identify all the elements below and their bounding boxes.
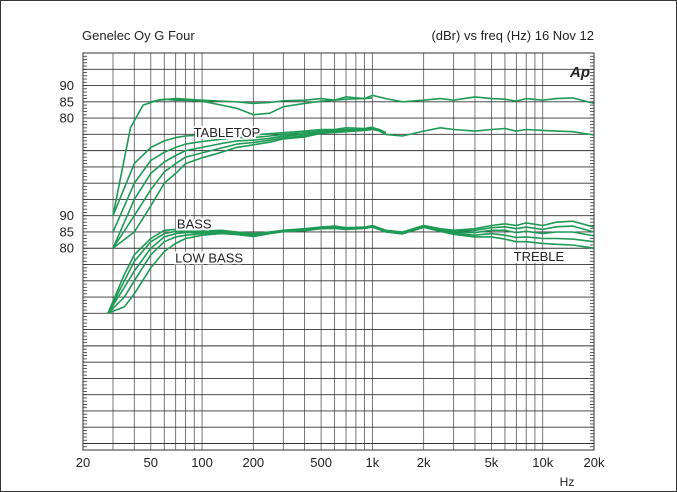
y-tick-label: 90 bbox=[60, 78, 74, 93]
plot-grid bbox=[83, 53, 594, 450]
response-curve bbox=[107, 226, 595, 315]
y-tick-label: 85 bbox=[60, 224, 74, 239]
curve-annotations: TABLETOP BASS LOW BASS TREBLE bbox=[173, 123, 566, 267]
response-curve bbox=[112, 126, 595, 217]
response-curve bbox=[112, 128, 387, 249]
x-tick-label: 10k bbox=[532, 455, 553, 470]
x-tick-label: 20 bbox=[76, 455, 90, 470]
y-tick-label: 80 bbox=[60, 241, 74, 256]
plot-area-border bbox=[82, 52, 595, 451]
curve-annotation: LOW BASS bbox=[175, 251, 243, 266]
y-tick-label: 85 bbox=[60, 94, 74, 109]
x-tick-labels: 20 50 100 200 500 1k 2k 5k 10k 20k bbox=[76, 455, 605, 470]
ap-logo: Ap bbox=[569, 64, 590, 81]
x-tick-label: 20k bbox=[584, 455, 605, 470]
response-curve bbox=[150, 97, 373, 116]
chart-title-right: (dBr) vs freq (Hz) 16 Nov 12 bbox=[431, 28, 594, 43]
y-tick-label: 90 bbox=[60, 208, 74, 223]
x-tick-label: 2k bbox=[417, 455, 431, 470]
x-tick-label: 500 bbox=[310, 455, 332, 470]
x-tick-label: 5k bbox=[485, 455, 499, 470]
curve-annotation: TREBLE bbox=[514, 249, 565, 264]
curve-annotation: TABLETOP bbox=[194, 125, 261, 140]
x-tick-label: 100 bbox=[191, 455, 213, 470]
x-tick-label: 50 bbox=[144, 455, 158, 470]
x-axis-label: Hz bbox=[560, 475, 575, 489]
curve-annotation: BASS bbox=[177, 216, 212, 231]
response-curves bbox=[107, 94, 595, 315]
x-tick-label: 200 bbox=[242, 455, 264, 470]
x-tick-label: 1k bbox=[366, 455, 380, 470]
y-tick-label: 80 bbox=[60, 111, 74, 126]
chart-title-left: Genelec Oy G Four bbox=[82, 28, 195, 43]
response-curve bbox=[112, 94, 595, 216]
